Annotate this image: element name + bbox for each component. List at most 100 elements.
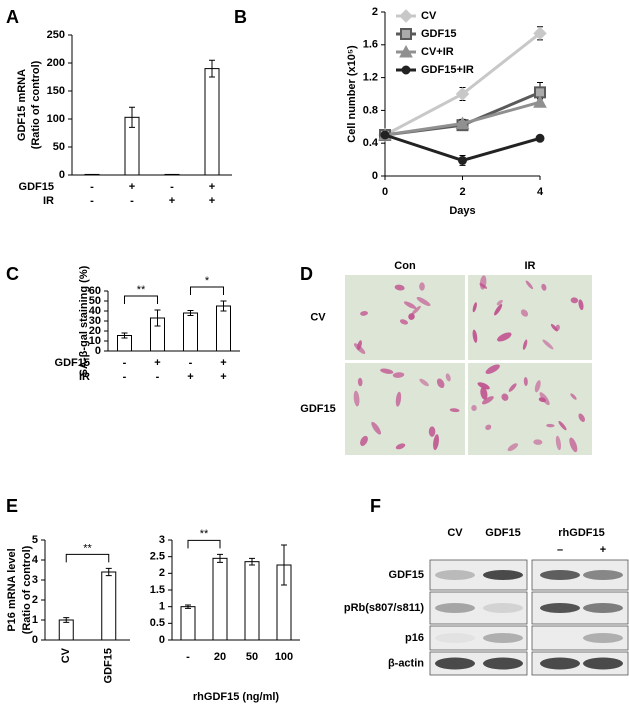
cell — [408, 313, 415, 320]
cell — [395, 443, 406, 450]
cell — [570, 393, 577, 400]
x-tick-label: 20 — [214, 651, 226, 663]
significance-label: * — [205, 275, 210, 287]
blot-band — [435, 570, 475, 580]
blot-row-label: pRb(s807/s811) — [344, 602, 424, 614]
error-bar — [185, 604, 191, 609]
cell — [508, 383, 517, 392]
condition-value: + — [154, 357, 160, 369]
blot-strip — [531, 625, 629, 651]
micrograph-column-label: Con — [394, 260, 416, 272]
y-tick-label: 1 — [159, 601, 165, 613]
cell — [360, 311, 368, 316]
cell — [539, 392, 550, 406]
x-tick-label: 100 — [275, 651, 293, 663]
bar — [183, 312, 198, 352]
error-bar — [105, 567, 112, 577]
y-axis-label: P16 mRNA level — [6, 548, 18, 631]
y-axis-label: Cell number (x10⁵) — [346, 45, 358, 143]
cell — [550, 323, 558, 332]
error-bar — [281, 544, 287, 586]
marker — [455, 87, 470, 101]
x-axis-label: Days — [449, 205, 475, 217]
blot-band — [435, 657, 475, 670]
y-tick-label: 0 — [32, 634, 38, 646]
micrograph-column-label: IR — [525, 260, 536, 272]
y-tick-label: 0.4 — [363, 137, 379, 149]
marker — [535, 133, 545, 143]
error-bar — [129, 106, 135, 128]
y-tick-label: 1.2 — [363, 72, 378, 84]
marker — [380, 130, 390, 140]
cell — [480, 387, 488, 400]
y-tick-label: 3 — [32, 574, 38, 586]
panel-letter: C — [6, 264, 19, 284]
condition-value: + — [220, 371, 226, 383]
error-bar — [220, 300, 227, 312]
cell — [449, 408, 460, 413]
panel-letter: E — [6, 496, 18, 516]
error-bar — [187, 310, 194, 316]
bar — [58, 619, 74, 641]
bar — [244, 561, 260, 641]
error-bar — [209, 59, 215, 78]
significance-label: ** — [137, 284, 146, 296]
marker — [458, 155, 467, 165]
blot-column-label: GDF15 — [485, 527, 520, 539]
cell — [360, 435, 368, 446]
condition-value: - — [189, 357, 193, 369]
blot-row-label: GDF15 — [389, 569, 424, 581]
condition-value: + — [220, 357, 226, 369]
blot-row-label: p16 — [405, 632, 424, 644]
condition-name: GDF15 — [55, 357, 90, 369]
y-tick-label: 2 — [32, 594, 38, 606]
micrograph-row-label: GDF15 — [300, 403, 335, 415]
cell — [419, 282, 425, 291]
condition-value: - — [130, 195, 134, 207]
condition-value: + — [129, 181, 135, 193]
cell — [494, 304, 503, 316]
condition-value: - — [90, 195, 94, 207]
x-tick-label: 0 — [382, 186, 388, 198]
bar — [204, 68, 220, 176]
y-tick-label: 0.8 — [363, 104, 378, 116]
blot-band — [435, 633, 475, 643]
legend-marker — [400, 28, 412, 40]
condition-value: + — [187, 371, 193, 383]
panel-letter: B — [234, 7, 247, 27]
blot-strip — [429, 625, 528, 651]
cell — [479, 283, 488, 289]
y-tick-label: 2 — [372, 6, 378, 18]
y-tick-label: 0 — [95, 345, 101, 357]
cell — [472, 302, 477, 313]
panel-letter: F — [370, 496, 381, 516]
marker — [455, 116, 470, 130]
condition-name: IR — [79, 371, 90, 383]
cell — [501, 393, 509, 401]
legend-label: GDF15+IR — [421, 64, 474, 76]
condition-value: - — [123, 371, 127, 383]
cell — [380, 368, 394, 374]
blot-treatment-label: rhGDF15 — [558, 527, 604, 539]
y-tick-label: 50 — [89, 295, 101, 307]
cell — [403, 301, 417, 309]
y-tick-label: 60 — [89, 285, 101, 297]
y-tick-label: 150 — [47, 85, 65, 97]
blot-band — [583, 570, 623, 580]
y-tick-label: 10 — [89, 335, 101, 347]
bar — [180, 606, 196, 641]
cell — [520, 309, 529, 317]
blot-treatment-level: + — [600, 544, 606, 556]
condition-value: - — [156, 371, 160, 383]
y-tick-label: 5 — [32, 534, 38, 546]
cell — [353, 343, 366, 354]
cell — [507, 443, 519, 452]
y-tick-label: 30 — [89, 315, 101, 327]
cell — [395, 391, 402, 407]
cell — [445, 373, 451, 382]
x-tick-label: CV — [60, 647, 72, 663]
x-tick-label: 50 — [246, 651, 258, 663]
significance-label: ** — [83, 542, 92, 554]
cell — [471, 404, 477, 411]
